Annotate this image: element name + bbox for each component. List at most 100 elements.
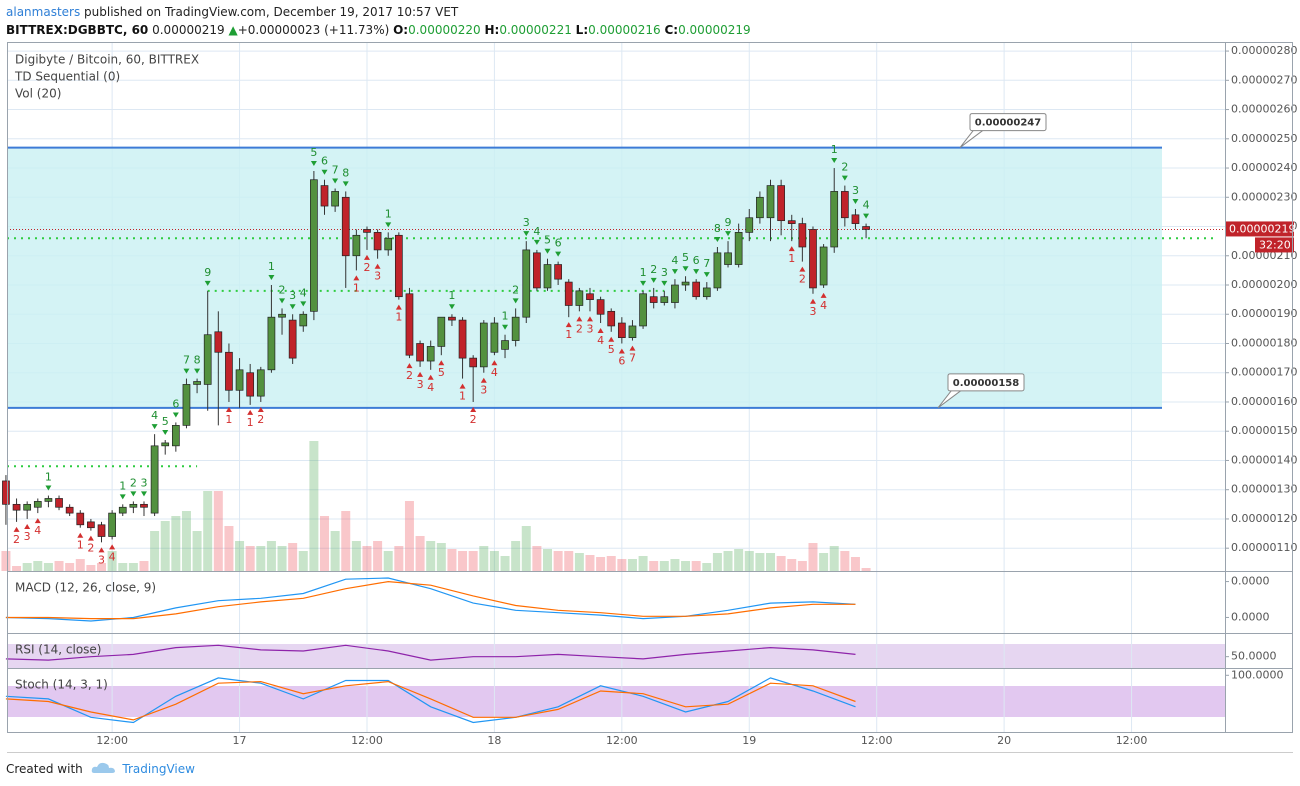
y-tick-label: 0.00000170 [1231, 366, 1297, 379]
x-tick-label: 19 [742, 734, 756, 747]
volume-bar [298, 551, 308, 571]
td-arrow [820, 292, 827, 298]
td-count: 9 [204, 266, 211, 279]
td-arrow [119, 494, 126, 500]
study-title: TD Sequential (0) [14, 70, 120, 84]
td-arrow [841, 175, 848, 181]
candle-body [840, 191, 849, 219]
header: alanmasters published on TradingView.com… [6, 3, 751, 39]
volume-bar [394, 546, 404, 571]
volume-bar [160, 521, 170, 571]
td-arrow [714, 236, 721, 242]
volume-bar [351, 541, 361, 571]
td-arrow [427, 374, 434, 380]
y-tick-label: 0.00000230 [1231, 190, 1297, 203]
y-tick-label: 0.00000160 [1231, 395, 1297, 408]
candle-body [225, 351, 233, 391]
x-tick-label: 12:00 [606, 734, 638, 747]
y-tick-label: 100.0000 [1231, 668, 1284, 681]
td-arrow [87, 535, 94, 541]
td-arrow [586, 316, 593, 322]
volume-bar [330, 531, 340, 571]
td-arrow [406, 363, 413, 369]
range-box [7, 147, 1162, 408]
td-arrow [342, 181, 349, 187]
td-count: 6 [693, 254, 700, 267]
td-arrow [533, 239, 540, 245]
candle-body [766, 185, 775, 219]
volume-bar [383, 551, 393, 571]
td-count: 8 [714, 222, 721, 235]
volume-bar [118, 563, 128, 571]
volume-bar [12, 566, 22, 571]
x-tick-label: 12:00 [351, 734, 383, 747]
volume-bar [702, 563, 712, 571]
td-arrow [109, 544, 116, 550]
td-arrow [650, 277, 657, 283]
td-count: 3 [24, 530, 31, 543]
y-tick-label: 0.0000 [1231, 610, 1270, 623]
td-count: 1 [831, 143, 838, 156]
candle-body [426, 346, 435, 362]
td-count: 6 [618, 354, 625, 367]
td-arrow [576, 316, 583, 322]
callout-label: 0.00000247 [975, 118, 1041, 129]
candle-body [373, 232, 382, 251]
volume-bar [245, 546, 255, 571]
td-arrow [480, 377, 487, 383]
volume-bar [107, 551, 117, 571]
y-tick-label: 0.00000140 [1231, 453, 1297, 466]
td-count: 9 [725, 216, 732, 229]
candle-body [554, 264, 562, 280]
user[interactable]: alanmasters [6, 5, 81, 19]
td-arrow [140, 491, 147, 497]
td-arrow [310, 160, 317, 166]
volume-bar [649, 561, 659, 571]
volume-bar [139, 561, 149, 571]
td-count: 1 [119, 479, 126, 492]
candle-body [660, 296, 669, 303]
brand[interactable]: TradingView [122, 762, 195, 776]
o: 0.00000220 [408, 23, 481, 37]
td-arrow [523, 231, 530, 237]
td-arrow [247, 409, 254, 415]
td-count: 5 [544, 234, 551, 247]
td-count: 1 [225, 413, 232, 426]
td-count: 3 [661, 266, 668, 279]
volume-bar [776, 556, 786, 571]
candle-body [448, 316, 456, 321]
td-arrow [300, 301, 307, 307]
candle-body [756, 196, 764, 219]
td-count: 2 [650, 263, 657, 276]
x-tick-label: 12:00 [1116, 734, 1148, 747]
last: 0.00000219 [152, 23, 225, 37]
o-label: O: [393, 23, 409, 37]
td-count: 4 [597, 334, 604, 347]
candle-body [724, 252, 732, 265]
td-count: 2 [279, 283, 286, 296]
price-tag [1226, 221, 1294, 237]
y-tick-label: 0.00000190 [1231, 307, 1297, 320]
volume-bar [181, 511, 191, 571]
volume-bar [500, 556, 510, 571]
candle-body [118, 506, 127, 514]
volume-bar [266, 541, 276, 571]
td-arrow [661, 280, 668, 286]
volume-bar [22, 563, 32, 571]
td-count: 1 [502, 310, 509, 323]
volume-bar [681, 561, 691, 571]
candle-body [416, 343, 424, 362]
pane-title: Stoch (14, 3, 1) [15, 678, 108, 692]
callout [969, 113, 1047, 132]
td-count: 4 [863, 199, 870, 212]
pane-title: MACD (12, 26, close, 9) [15, 581, 156, 595]
td-count: 8 [342, 166, 349, 179]
td-arrow [45, 485, 52, 491]
candle-body [819, 246, 828, 286]
td-count: 6 [172, 397, 179, 410]
td-count: 3 [98, 553, 105, 566]
volume-bar [574, 553, 584, 571]
td-count: 4 [820, 299, 827, 312]
volume-bar [203, 491, 213, 571]
